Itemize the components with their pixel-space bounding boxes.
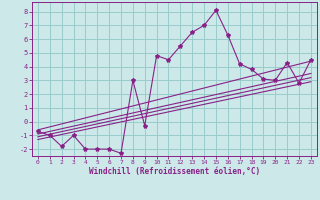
X-axis label: Windchill (Refroidissement éolien,°C): Windchill (Refroidissement éolien,°C) bbox=[89, 167, 260, 176]
